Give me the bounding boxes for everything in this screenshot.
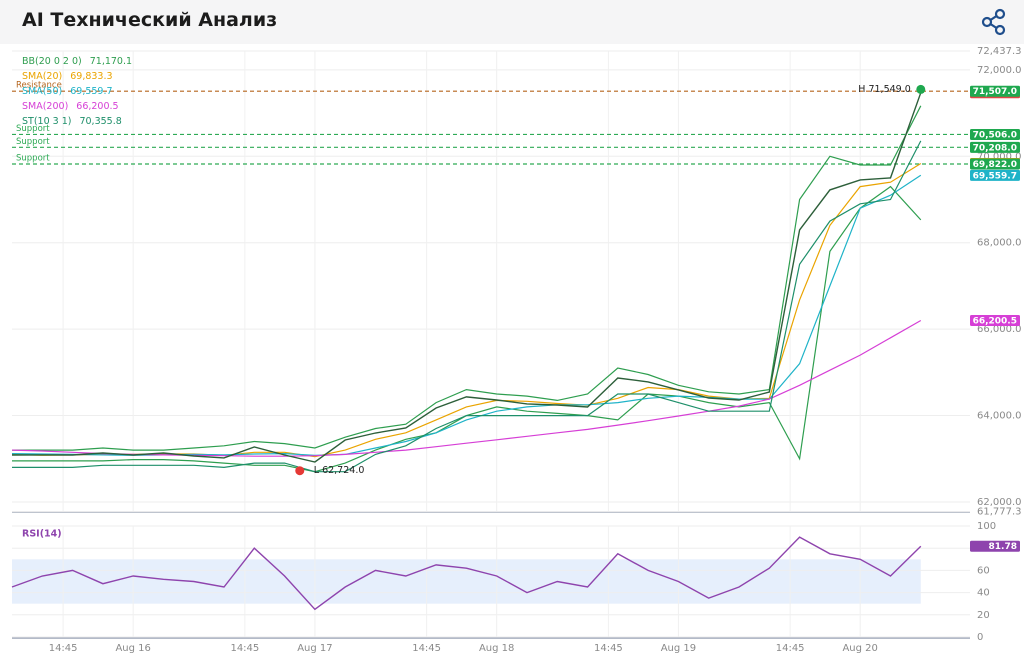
legend-value: 71,170.1 xyxy=(90,56,132,67)
legend-name: SMA(200) xyxy=(22,101,68,112)
price-badge-label: 71,507.0 xyxy=(973,87,1017,97)
series-line xyxy=(11,92,922,463)
y-tick-label: 62,000.0 xyxy=(977,497,1022,508)
level-label: Resistance xyxy=(16,81,62,91)
legend-entry: BB(20 0 2 0) 71,170.1 xyxy=(22,56,132,67)
legend-name: SMA(20) xyxy=(22,71,62,82)
x-tick-label: 14:45 xyxy=(412,643,441,654)
y-tick-label: 64,000.0 xyxy=(977,411,1022,422)
y-tick-label: 0 xyxy=(977,632,983,643)
chart: 61,777.362,000.0 64,000.0 66,000.0 68,000.0… xyxy=(11,46,1022,654)
extreme-marker xyxy=(916,84,926,94)
legend-entry: SMA(50) 69,559.7 xyxy=(22,86,113,97)
price-badge xyxy=(970,169,1020,181)
legend-value: 70,355.8 xyxy=(79,116,121,127)
rsi-band xyxy=(12,559,921,604)
y-tick-label: 72,000.0 xyxy=(977,65,1022,76)
price-badge-label: 69,822.0 xyxy=(973,160,1017,170)
legend-entry: SMA(20) 69,833.3 xyxy=(22,71,113,82)
x-tick-label: Aug 17 xyxy=(297,643,332,654)
x-tick-label: Aug 16 xyxy=(115,643,150,654)
y-tick-label: 40 xyxy=(977,588,990,599)
legend-value: 69,833.3 xyxy=(70,71,112,82)
y-tick-label: 60 xyxy=(977,565,990,576)
x-tick-label: Aug 20 xyxy=(842,643,877,654)
x-tick-label: 14:45 xyxy=(594,643,623,654)
level-label: Support xyxy=(16,124,50,134)
series-line xyxy=(11,319,922,457)
level-label: Support xyxy=(16,154,50,164)
y-tick-label: 72,437.3 xyxy=(977,46,1022,57)
pane-title: RSI(14) xyxy=(22,529,62,540)
legend-name: BB(20 0 2 0) xyxy=(22,56,82,67)
extreme-label: L 62,724.0 xyxy=(314,465,365,476)
legend-value: 69,559.7 xyxy=(70,86,112,97)
price-badge-label: 69,559.7 xyxy=(973,171,1017,181)
price-badge xyxy=(970,85,1020,97)
series-line xyxy=(11,174,922,456)
x-tick-label: 14:45 xyxy=(776,643,805,654)
legend-name: ST(10 3 1) xyxy=(22,116,71,127)
price-badge xyxy=(970,158,1020,170)
legend-name: SMA(50) xyxy=(22,86,62,97)
y-tick-label: 66,000.0 xyxy=(977,324,1022,335)
extreme-label: H 71,549.0 xyxy=(858,84,910,95)
price-badge xyxy=(970,540,1020,552)
price-badge xyxy=(970,141,1020,153)
x-tick-label: Aug 19 xyxy=(661,643,696,654)
page-title: AI Технический Анализ xyxy=(22,9,278,31)
series-line xyxy=(12,105,922,451)
price-badge-label: 81.78 xyxy=(989,542,1017,552)
y-tick-label: 68,000.0 xyxy=(977,238,1022,249)
price-badge-label: 66,200.5 xyxy=(973,316,1017,326)
y-tick-label: 20 xyxy=(977,610,990,621)
series-line xyxy=(12,140,922,473)
x-tick-label: Aug 18 xyxy=(479,643,514,654)
y-tick-label: 70,000.0 xyxy=(977,151,1022,162)
price-badge xyxy=(970,314,1020,326)
share-button[interactable] xyxy=(980,8,1008,36)
legend-entry: ST(10 3 1) 70,355.8 xyxy=(22,116,122,127)
header: AI Технический Анализ xyxy=(0,0,1024,44)
level-label: Support xyxy=(16,137,50,147)
legend-value: 66,200.5 xyxy=(76,101,118,112)
y-tick-label: 61,777.3 xyxy=(977,507,1022,518)
series-line xyxy=(11,536,922,611)
price-badge xyxy=(970,128,1020,140)
x-tick-label: 14:45 xyxy=(49,643,78,654)
x-tick-label: 14:45 xyxy=(230,643,259,654)
extreme-marker xyxy=(295,466,305,476)
price-badge-label: 70,208.0 xyxy=(973,143,1017,153)
price-badge-label: 70,506.0 xyxy=(973,130,1017,140)
y-tick-label: 100 xyxy=(977,521,996,532)
legend-entry: SMA(200) 66,200.5 xyxy=(22,101,119,112)
